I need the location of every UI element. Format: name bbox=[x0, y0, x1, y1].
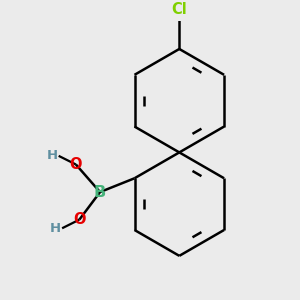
Text: O: O bbox=[73, 212, 86, 227]
Text: Cl: Cl bbox=[171, 2, 187, 17]
Text: H: H bbox=[47, 149, 58, 162]
Text: B: B bbox=[94, 184, 106, 200]
Text: H: H bbox=[50, 222, 61, 235]
Text: O: O bbox=[70, 157, 82, 172]
